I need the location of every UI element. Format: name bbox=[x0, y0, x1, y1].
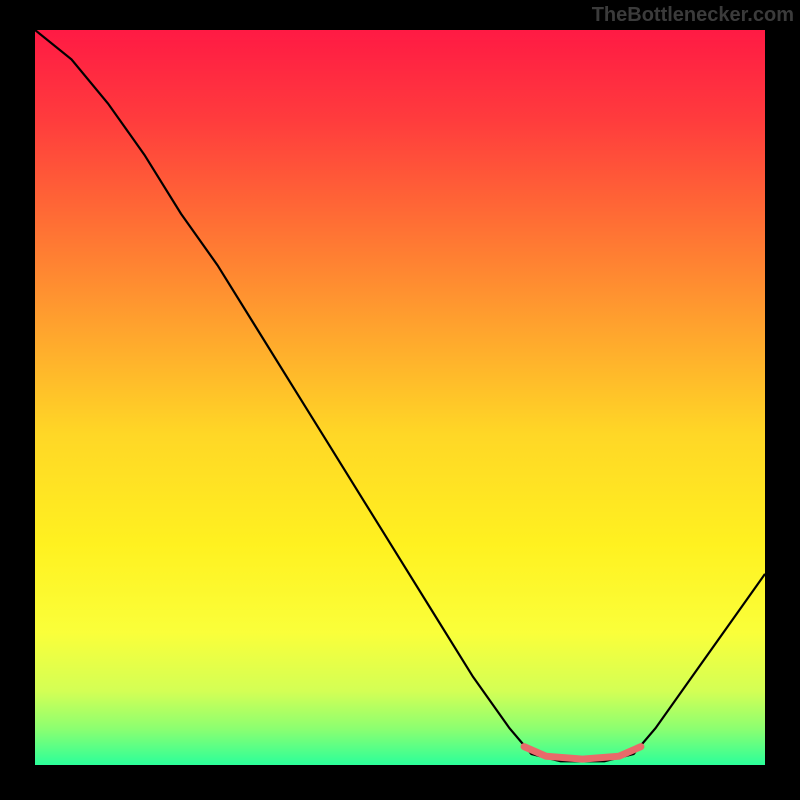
watermark-text: TheBottlenecker.com bbox=[592, 4, 794, 27]
chart-overlay bbox=[35, 30, 765, 765]
optimal-zone-highlight bbox=[524, 747, 641, 759]
bottleneck-curve bbox=[35, 30, 765, 761]
plot-area bbox=[35, 30, 765, 765]
